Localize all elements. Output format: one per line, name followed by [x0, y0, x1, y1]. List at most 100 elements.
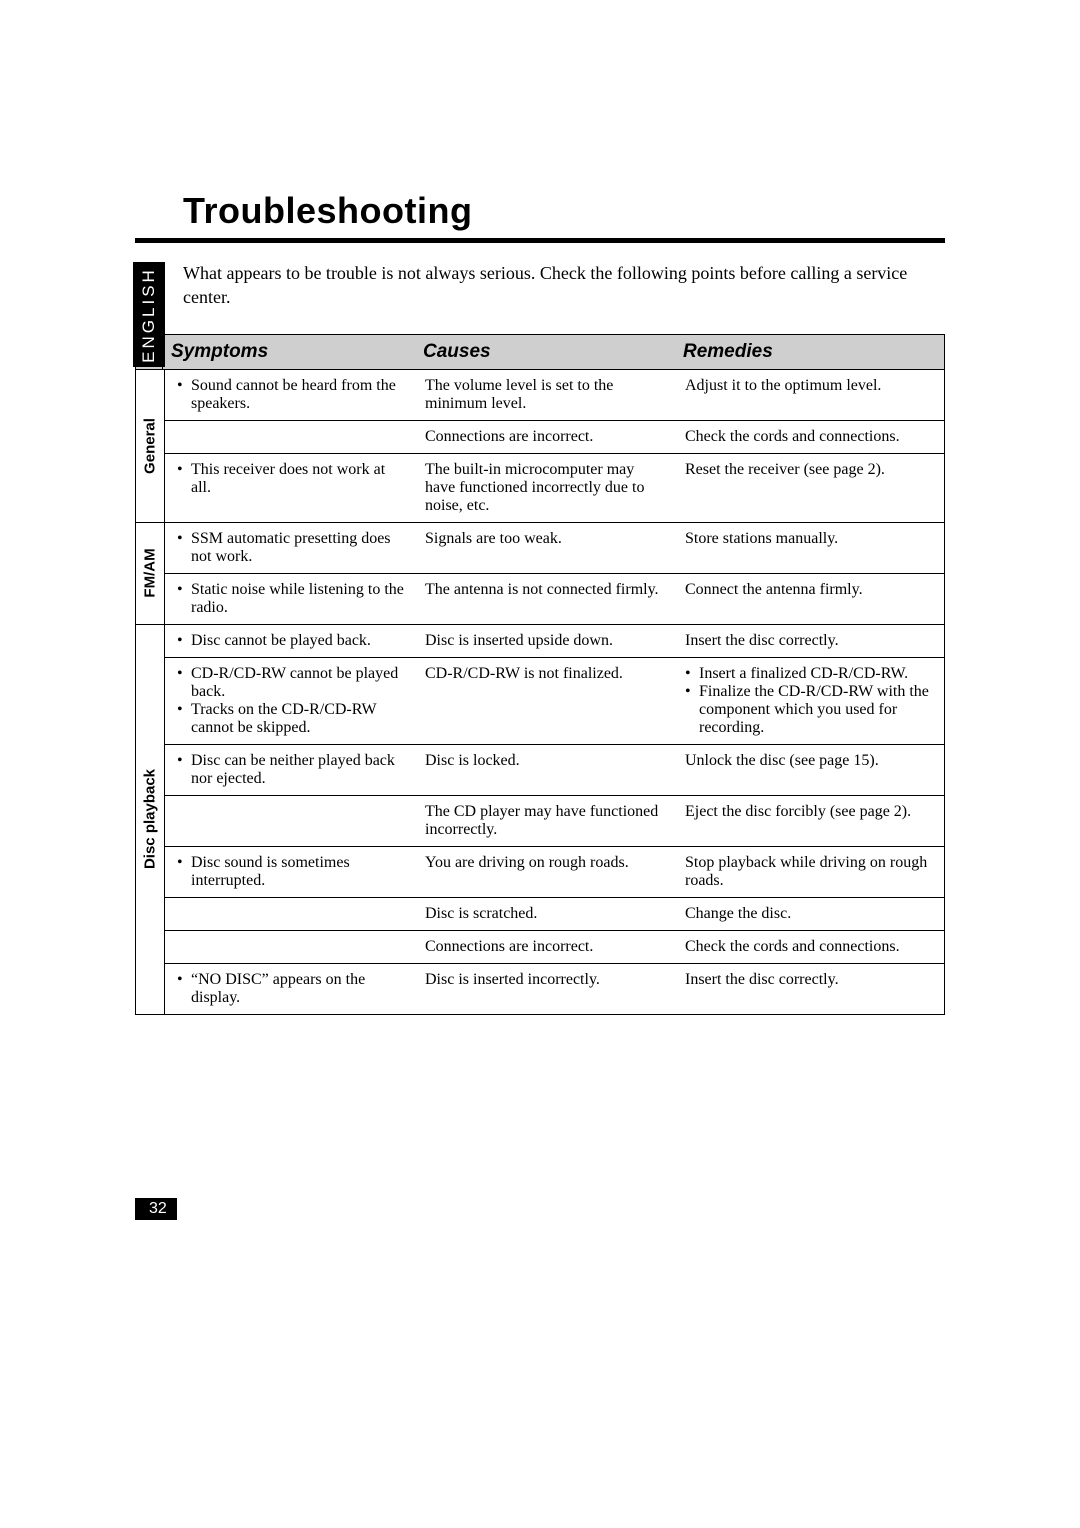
- remedy-cell: Adjust it to the optimum level.: [677, 370, 945, 421]
- table-row: •CD-R/CD-RW cannot be played back.•Track…: [165, 658, 945, 745]
- section-row: Disc playback•Disc cannot be played back…: [135, 625, 945, 1015]
- bullet-text: Static noise while listening to the radi…: [191, 581, 407, 617]
- page-title: Troubleshooting: [183, 190, 945, 232]
- bullet-text: Disc sound is sometimes interrupted.: [191, 854, 407, 890]
- remedy-cell: Change the disc.: [677, 898, 945, 931]
- table-header-row: Symptoms Causes Remedies: [135, 334, 945, 370]
- table-row: Connections are incorrect.Check the cord…: [165, 931, 945, 964]
- cause-cell: CD-R/CD-RW is not finalized.: [417, 658, 677, 745]
- bullet-item: •This receiver does not work at all.: [177, 461, 407, 497]
- table-body: General •Sound cannot be heard from the s…: [135, 370, 945, 1015]
- remedy-cell: Check the cords and connections.: [677, 931, 945, 964]
- bullet-item: •Disc sound is sometimes interrupted.: [177, 854, 407, 890]
- bullet-text: Tracks on the CD-R/CD-RW cannot be skipp…: [191, 701, 407, 737]
- section-body: •SSM automatic presetting does not work.…: [165, 523, 945, 624]
- title-rule: [135, 238, 945, 243]
- remedy-cell: Reset the receiver (see page 2).: [677, 454, 945, 522]
- table-row: •Static noise while listening to the rad…: [165, 574, 945, 624]
- symptom-cell: •This receiver does not work at all.: [165, 454, 417, 522]
- remedy-cell: Store stations manually.: [677, 523, 945, 574]
- intro-text: What appears to be trouble is not always…: [183, 261, 945, 310]
- symptom-cell: •Disc can be neither played back nor eje…: [165, 745, 417, 796]
- section-row: General •Sound cannot be heard from the s…: [135, 370, 945, 523]
- cause-cell: You are driving on rough roads.: [417, 847, 677, 898]
- symptom-cell: •Disc sound is sometimes interrupted.: [165, 847, 417, 898]
- table-row: •Disc sound is sometimes interrupted. You…: [165, 847, 945, 898]
- bullet-text: Finalize the CD-R/CD-RW with the compone…: [699, 683, 934, 737]
- bullet-dot: •: [177, 461, 191, 497]
- table-row: •Disc can be neither played back nor eje…: [165, 745, 945, 796]
- bullet-dot: •: [685, 665, 699, 683]
- bullet-dot: •: [177, 971, 191, 1007]
- symptom-cell: •CD-R/CD-RW cannot be played back.•Track…: [165, 658, 417, 745]
- page-content: ENGLISH Troubleshooting What appears to …: [135, 190, 945, 1015]
- category-label: General: [142, 418, 159, 474]
- bullet-dot: •: [177, 854, 191, 890]
- table-row: •Disc cannot be played back. Disc is inse…: [165, 625, 945, 658]
- table-row: •SSM automatic presetting does not work.…: [165, 523, 945, 574]
- category-label: FM/AM: [142, 549, 159, 598]
- symptom-cell: •SSM automatic presetting does not work.: [165, 523, 417, 574]
- bullet-text: “NO DISC” appears on the display.: [191, 971, 407, 1007]
- bullet-item: •Tracks on the CD-R/CD-RW cannot be skip…: [177, 701, 407, 737]
- remedy-cell: Check the cords and connections.: [677, 421, 945, 454]
- bullet-text: Disc cannot be played back.: [191, 632, 407, 650]
- bullet-dot: •: [177, 665, 191, 701]
- table-row: •Sound cannot be heard from the speakers…: [165, 370, 945, 421]
- table-row: •“NO DISC” appears on the display. Disc i…: [165, 964, 945, 1014]
- cause-cell: Disc is inserted upside down.: [417, 625, 677, 658]
- symptom-cell: •“NO DISC” appears on the display.: [165, 964, 417, 1014]
- bullet-item: •“NO DISC” appears on the display.: [177, 971, 407, 1007]
- page-number: 32: [135, 1198, 177, 1220]
- troubleshoot-table: Symptoms Causes Remedies General •Sound c…: [135, 334, 945, 1015]
- symptom-cell: •Static noise while listening to the rad…: [165, 574, 417, 624]
- bullet-text: CD-R/CD-RW cannot be played back.: [191, 665, 407, 701]
- table-row: •This receiver does not work at all.The …: [165, 454, 945, 522]
- bullet-dot: •: [177, 377, 191, 413]
- language-tab: ENGLISH: [133, 262, 165, 367]
- table-row: Disc is scratched.Change the disc.: [165, 898, 945, 931]
- bullet-dot: •: [177, 581, 191, 617]
- bullet-text: SSM automatic presetting does not work.: [191, 530, 407, 566]
- section-body: •Disc cannot be played back.Disc is inse…: [165, 625, 945, 1014]
- remedy-cell: •Insert a finalized CD-R/CD-RW.•Finalize…: [677, 658, 945, 745]
- remedy-cell: Insert the disc correctly.: [677, 964, 945, 1014]
- cause-cell: Disc is scratched.: [417, 898, 677, 931]
- bullet-item: •Static noise while listening to the rad…: [177, 581, 407, 617]
- bullet-item: •CD-R/CD-RW cannot be played back.: [177, 665, 407, 701]
- category-cell: Disc playback: [135, 625, 165, 1014]
- section-row: FM/AM •SSM automatic presetting does not …: [135, 523, 945, 625]
- bullet-text: This receiver does not work at all.: [191, 461, 407, 497]
- symptom-cell: [165, 421, 417, 454]
- bullet-item: •Sound cannot be heard from the speakers…: [177, 377, 407, 413]
- cause-cell: The antenna is not connected firmly.: [417, 574, 677, 624]
- bullet-item: •Disc cannot be played back.: [177, 632, 407, 650]
- language-label: ENGLISH: [139, 267, 159, 363]
- category-label: Disc playback: [142, 769, 159, 869]
- bullet-item: •SSM automatic presetting does not work.: [177, 530, 407, 566]
- bullet-item: •Disc can be neither played back nor eje…: [177, 752, 407, 788]
- remedy-cell: Eject the disc forcibly (see page 2).: [677, 796, 945, 847]
- section-body: •Sound cannot be heard from the speakers…: [165, 370, 945, 522]
- cause-cell: The CD player may have functioned incorr…: [417, 796, 677, 847]
- bullet-dot: •: [685, 683, 699, 737]
- remedy-cell: Unlock the disc (see page 15).: [677, 745, 945, 796]
- symptom-cell: [165, 898, 417, 931]
- table-row: Connections are incorrect.Check the cord…: [165, 421, 945, 454]
- cause-cell: Connections are incorrect.: [417, 421, 677, 454]
- bullet-dot: •: [177, 632, 191, 650]
- cause-cell: Disc is inserted incorrectly.: [417, 964, 677, 1014]
- cause-cell: Connections are incorrect.: [417, 931, 677, 964]
- bullet-item: •Finalize the CD-R/CD-RW with the compon…: [685, 683, 934, 737]
- symptom-cell: [165, 931, 417, 964]
- remedy-cell: Stop playback while driving on rough roa…: [677, 847, 945, 898]
- bullet-item: •Insert a finalized CD-R/CD-RW.: [685, 665, 934, 683]
- symptom-cell: •Sound cannot be heard from the speakers…: [165, 370, 417, 421]
- page-number-area: 32: [135, 1198, 177, 1220]
- cause-cell: Signals are too weak.: [417, 523, 677, 574]
- header-causes: Causes: [415, 335, 675, 369]
- bullet-dot: •: [177, 701, 191, 737]
- header-symptoms: Symptoms: [163, 335, 415, 369]
- symptom-cell: •Disc cannot be played back.: [165, 625, 417, 658]
- symptom-cell: [165, 796, 417, 847]
